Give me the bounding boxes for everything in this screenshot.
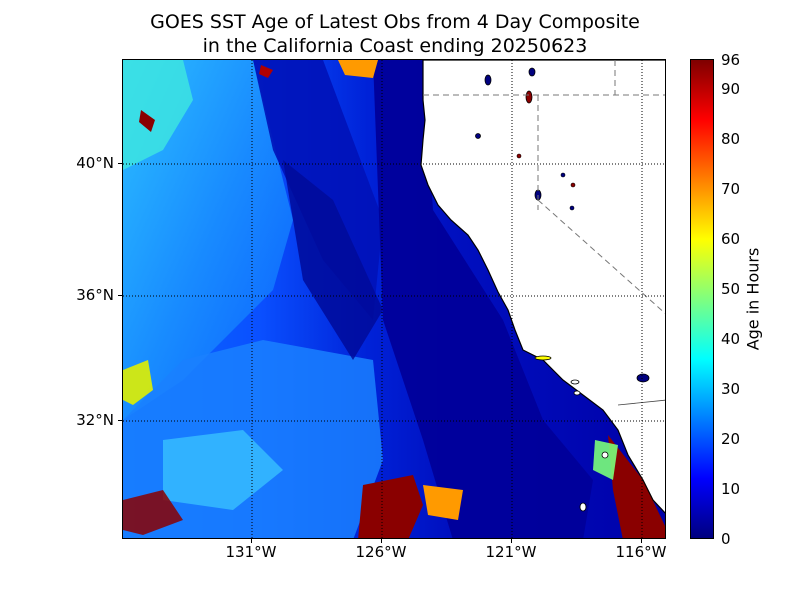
colorbar: [690, 59, 714, 539]
west-age-swath: [123, 60, 293, 420]
x-tick-mark: [641, 539, 642, 543]
colorbar-tick-label: 20: [721, 430, 741, 448]
land-mass: [420, 60, 665, 514]
inland-lake: [636, 373, 650, 383]
colorbar-tick-label: 40: [721, 330, 741, 348]
south-cyan-patch: [163, 430, 283, 510]
inland-lake: [569, 205, 575, 211]
x-tick-mark: [381, 539, 382, 543]
map-title-line-1: GOES SST Age of Latest Obs from 4 Day Co…: [150, 11, 640, 33]
y-tick-mark: [118, 163, 122, 164]
island: [601, 451, 609, 459]
y-tick-label: 36°N: [76, 286, 114, 304]
inland-lake: [570, 182, 576, 188]
map-canvas: [123, 60, 665, 538]
x-tick-label: 131°W: [225, 543, 277, 561]
inland-lake: [528, 67, 536, 77]
colorbar-tick-label: 60: [721, 230, 741, 248]
colorbar-title: Age in Hours: [743, 247, 763, 351]
island: [534, 355, 552, 361]
x-tick-label: 121°W: [485, 543, 537, 561]
colorbar-tick-label: 10: [721, 480, 741, 498]
inland-lake: [560, 172, 566, 178]
colorbar-tick-label: 70: [721, 180, 741, 198]
colorbar-tick-label: 96: [721, 51, 741, 69]
orange-patch-north: [338, 60, 378, 78]
y-tick-mark: [118, 420, 122, 421]
colorbar-tick-label: 80: [721, 130, 741, 148]
colorbar-tick-label: 90: [721, 80, 741, 98]
x-tick-label: 116°W: [615, 543, 667, 561]
x-tick-mark: [251, 539, 252, 543]
colorbar-tick-label: 30: [721, 380, 741, 398]
colorbar-tick-label: 50: [721, 280, 741, 298]
red-patch-south: [358, 475, 423, 538]
y-tick-label: 32°N: [76, 411, 114, 429]
inland-lake: [525, 90, 533, 104]
island: [579, 502, 587, 512]
colorbar-tick-label: 0: [721, 530, 731, 548]
map-title-line-2: in the California Coast ending 20250623: [202, 35, 588, 57]
yellow-patch-west: [123, 360, 153, 405]
x-tick-label: 126°W: [355, 543, 407, 561]
island: [570, 379, 580, 385]
red-spot-north: [259, 65, 273, 78]
dark-band-2: [283, 160, 383, 360]
x-tick-mark: [511, 539, 512, 543]
sst-age-map: [122, 59, 666, 539]
red-streaks-southwest: [123, 490, 183, 535]
red-spot-northwest: [139, 110, 155, 132]
orange-patch-south: [423, 485, 463, 520]
lat-lon-grid: [123, 60, 665, 538]
inland-lake: [475, 133, 481, 139]
y-tick-mark: [118, 295, 122, 296]
north-cyan-patch: [123, 60, 193, 170]
red-patch-baja: [608, 435, 665, 538]
island: [573, 390, 581, 396]
inland-lake: [484, 74, 492, 86]
y-tick-label: 40°N: [76, 154, 114, 172]
inland-lake: [516, 153, 522, 159]
green-patch-baja: [593, 440, 618, 480]
